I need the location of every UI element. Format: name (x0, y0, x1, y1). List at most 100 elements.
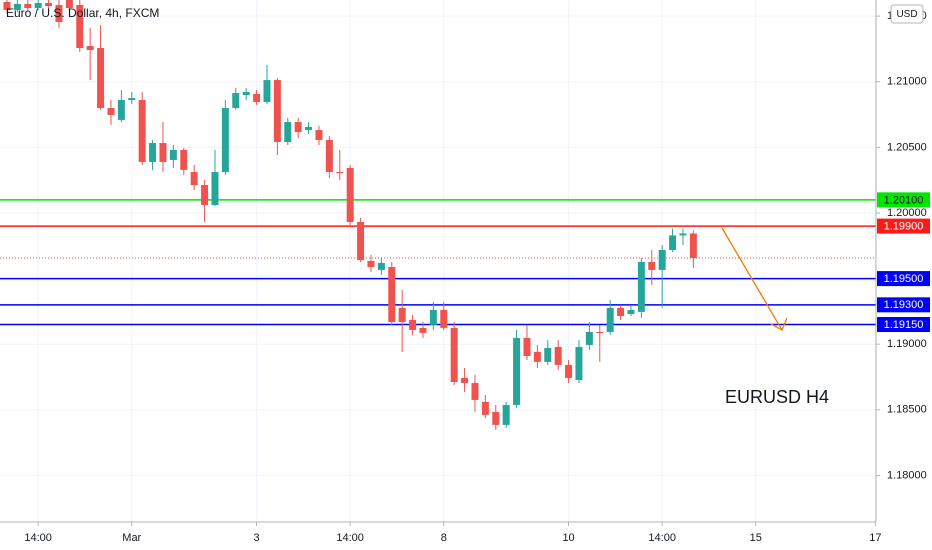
candle-body (419, 327, 427, 333)
candle-body (13, 3, 21, 10)
candle-body (471, 383, 479, 400)
candle-body (346, 167, 354, 223)
candle-body (315, 130, 323, 141)
candle-body (242, 91, 250, 96)
level-label: 1.19900 (884, 221, 924, 233)
candle-body (128, 98, 136, 100)
x-tick-label: 17 (869, 532, 881, 544)
candle-body (190, 172, 198, 186)
level-label: 1.19500 (884, 273, 924, 285)
candle-body (648, 261, 656, 270)
x-tick-label: Mar (122, 532, 141, 544)
candle-body (544, 348, 552, 362)
candle-body (398, 307, 406, 323)
candle-body (86, 46, 94, 50)
candle-body (492, 411, 500, 425)
x-tick-label: 8 (441, 532, 447, 544)
candle-body (565, 364, 573, 378)
candle-body (409, 319, 417, 330)
grid (0, 0, 876, 522)
axes: 1.18000 1.18500 1.19000 1.19500 1.20000 1.205… (24, 10, 930, 544)
candle-body (45, 3, 53, 7)
candle-body (596, 331, 604, 333)
candle-body (388, 267, 396, 323)
candle-body (253, 93, 261, 102)
candle-body (294, 122, 302, 133)
chart-title: Euro / U.S. Dollar, 4h, FXCM (6, 6, 159, 20)
candle-body (367, 261, 375, 268)
candle-body (606, 307, 614, 332)
candle-body (65, 0, 73, 9)
candle-body (689, 233, 697, 258)
candle-body (669, 235, 677, 250)
x-tick-label: 14:00 (648, 532, 676, 544)
candle-body (24, 3, 32, 9)
candle-body (658, 249, 666, 270)
y-tick-label: 1.18500 (887, 404, 927, 416)
candle-body (76, 4, 84, 49)
candle-body (180, 149, 188, 170)
candle-body (617, 307, 625, 316)
annotation: EURUSD H4 (725, 387, 829, 407)
level-label-box (877, 317, 930, 333)
arrow-head (770, 317, 788, 331)
y-tick-label: 1.21000 (887, 76, 927, 88)
x-tick-label: 14:00 (24, 532, 52, 544)
candle-body (201, 185, 209, 205)
candle-body (450, 327, 458, 382)
candle-body (169, 149, 177, 160)
level-label: 1.19300 (884, 299, 924, 311)
candle-body (117, 99, 125, 120)
candle-body (149, 143, 157, 162)
candle-body (284, 122, 292, 142)
level-label: 1.19150 (884, 319, 924, 331)
level-label-box (877, 218, 930, 234)
arrow (721, 227, 788, 331)
candle-body (97, 48, 105, 108)
level-label-box (877, 192, 930, 208)
candle-body (263, 80, 271, 102)
x-tick-label: 14:00 (336, 532, 364, 544)
y-tick-label: 1.18000 (887, 469, 927, 481)
candle-body (325, 140, 333, 173)
candle-body (637, 261, 645, 312)
candle-body (336, 172, 344, 174)
candle-body (575, 346, 583, 381)
candle-body (305, 127, 313, 131)
levels (0, 199, 876, 326)
currency-box[interactable] (890, 4, 924, 24)
candle-body (440, 309, 448, 328)
candle-body (377, 262, 385, 270)
x-tick-label: 3 (254, 532, 260, 544)
level-label-box (877, 271, 930, 287)
candle-body (107, 107, 115, 115)
candle-body (533, 351, 541, 362)
candle-body (138, 99, 146, 162)
candle-body (513, 337, 521, 405)
candle-body (3, 1, 11, 10)
candle-body (429, 309, 437, 325)
candle-body (55, 4, 63, 23)
level-label-box (877, 297, 930, 313)
candle-body (461, 377, 469, 384)
candle-body (679, 233, 687, 236)
arrow-shaft (721, 227, 783, 331)
candle-body (211, 172, 219, 205)
level-label: 1.20100 (884, 194, 924, 206)
candle-body (232, 93, 240, 108)
y-tick-label: 1.20000 (887, 207, 927, 219)
y-tick-label: 1.20500 (887, 141, 927, 153)
candle-body (554, 346, 562, 365)
candle-body (627, 309, 635, 315)
currency[interactable]: USD (896, 9, 917, 20)
candle-body (34, 3, 42, 9)
candle-body (159, 143, 167, 162)
x-tick-label: 15 (750, 532, 762, 544)
candle-body (221, 107, 229, 173)
candle-body (502, 404, 510, 425)
candle-body (585, 331, 593, 345)
candles (3, 0, 697, 430)
candle-body (481, 401, 489, 415)
